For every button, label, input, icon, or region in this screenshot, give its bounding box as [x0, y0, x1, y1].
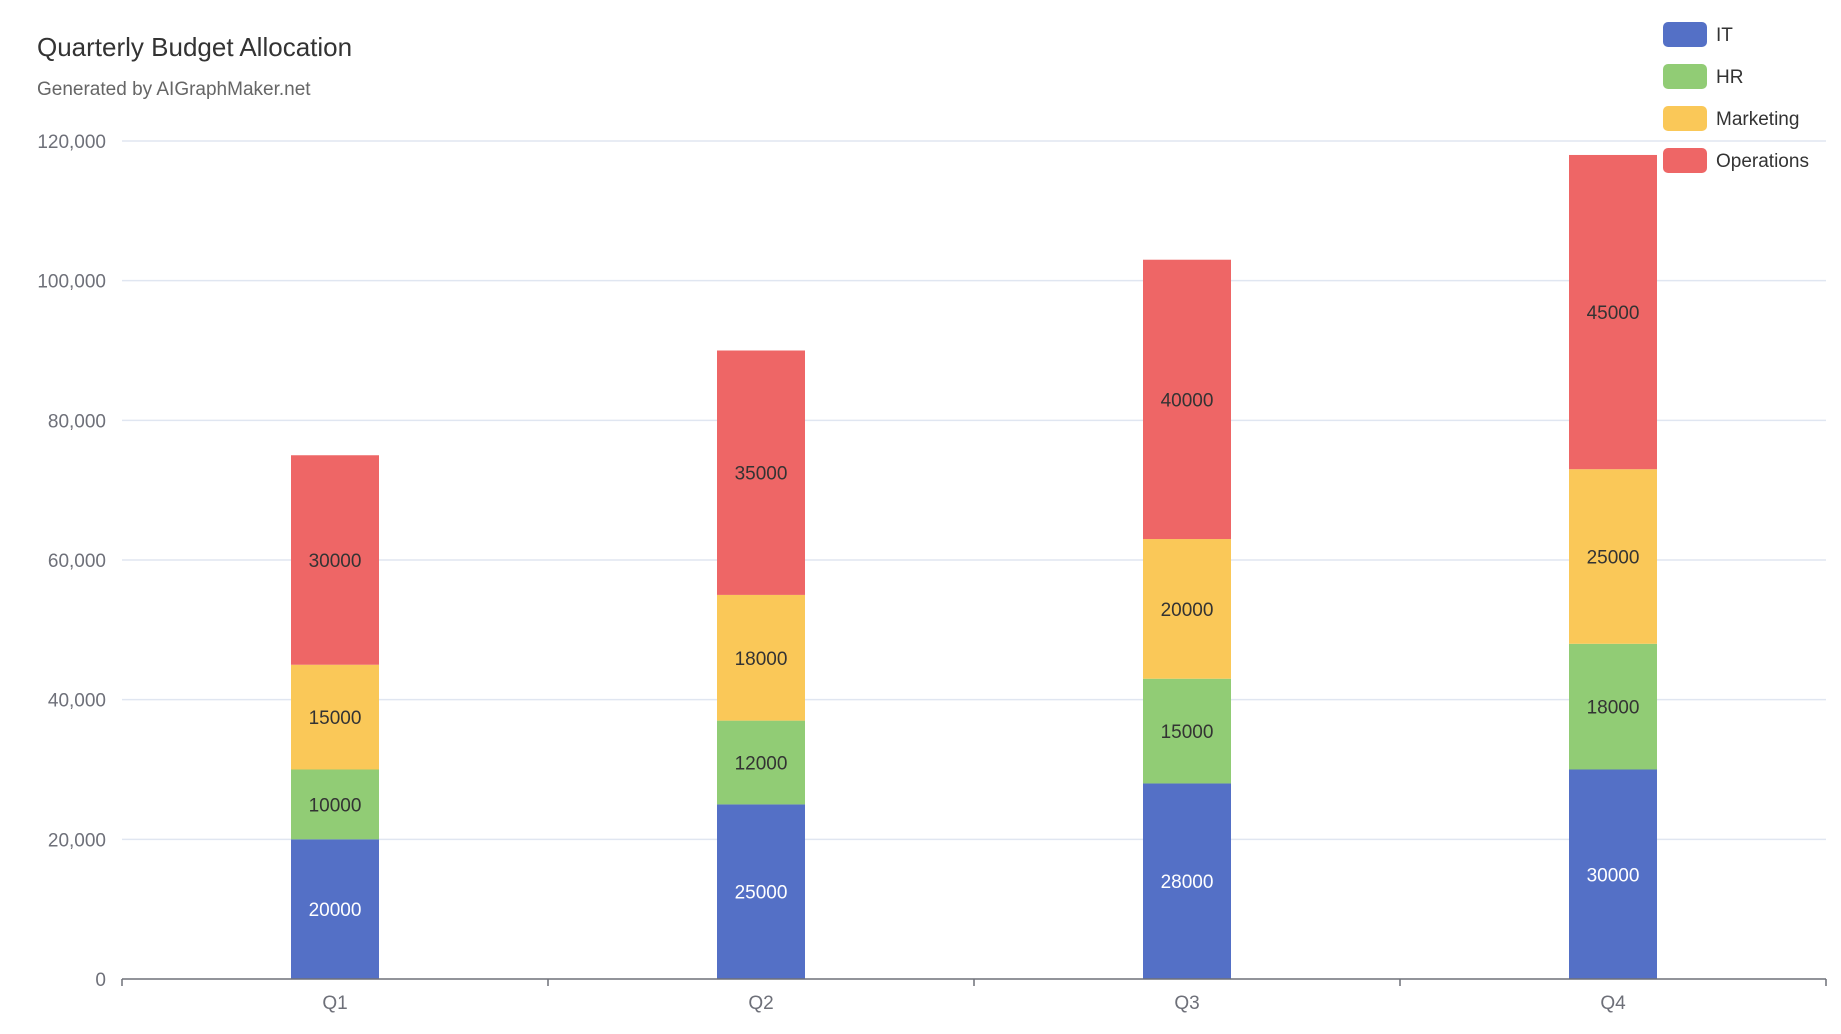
legend-item-operations[interactable]: Operations [1663, 148, 1809, 173]
legend-swatch [1663, 22, 1707, 47]
bar-segment-marketing-q1[interactable] [291, 664, 379, 770]
bar-segment-operations-q4[interactable] [1569, 154, 1657, 470]
legend-item-hr[interactable]: HR [1663, 64, 1743, 89]
bar-segment-marketing-q4[interactable] [1569, 469, 1657, 644]
data-label-hr-q3: 15000 [1161, 722, 1214, 743]
data-label-operations-q1: 30000 [309, 551, 362, 572]
bar-segment-hr-q3[interactable] [1143, 678, 1231, 784]
legend-label: Marketing [1716, 109, 1799, 130]
x-tick-label: Q2 [748, 993, 773, 1014]
bar-segment-hr-q2[interactable] [717, 720, 805, 805]
data-label-it-q4: 30000 [1587, 865, 1640, 886]
chart-subtitle: Generated by AIGraphMaker.net [37, 79, 311, 100]
grid-lines [122, 140, 1826, 841]
legend-swatch [1663, 148, 1707, 173]
data-label-it-q3: 28000 [1161, 872, 1214, 893]
data-label-marketing-q2: 18000 [735, 649, 788, 670]
bar-segment-it-q3[interactable] [1143, 783, 1231, 979]
bar-segment-marketing-q3[interactable] [1143, 539, 1231, 679]
bar-segment-hr-q4[interactable] [1569, 643, 1657, 770]
legend-label: IT [1716, 25, 1733, 46]
y-tick-label: 60,000 [48, 551, 106, 572]
data-label-operations-q3: 40000 [1161, 390, 1214, 411]
legend-swatch [1663, 64, 1707, 89]
bar-segment-hr-q1[interactable] [291, 769, 379, 840]
bar-segment-it-q2[interactable] [717, 804, 805, 979]
x-axis: Q1 Q2 Q3 Q4 [121, 978, 1827, 1014]
bar-segment-operations-q3[interactable] [1143, 259, 1231, 540]
data-label-hr-q2: 12000 [735, 754, 788, 775]
y-tick-label: 100,000 [37, 272, 106, 293]
y-tick-label: 0 [95, 970, 106, 991]
data-label-operations-q4: 45000 [1587, 303, 1640, 324]
data-label-hr-q4: 18000 [1587, 698, 1640, 719]
bars [291, 154, 1657, 980]
data-label-marketing-q3: 20000 [1161, 600, 1214, 621]
y-axis: 0 20,000 40,000 60,000 80,000 100,000 120,000 [37, 132, 106, 991]
legend-label: Operations [1716, 151, 1809, 172]
data-label-marketing-q4: 25000 [1587, 548, 1640, 569]
x-tick-label: Q3 [1174, 993, 1199, 1014]
chart-title: Quarterly Budget Allocation [37, 32, 352, 62]
data-label-it-q1: 20000 [309, 900, 362, 921]
bar-segment-operations-q2[interactable] [717, 350, 805, 595]
legend-item-marketing[interactable]: Marketing [1663, 106, 1799, 131]
y-tick-label: 120,000 [37, 132, 106, 153]
y-tick-label: 80,000 [48, 411, 106, 432]
x-tick-label: Q1 [322, 993, 347, 1014]
bar-segment-operations-q1[interactable] [291, 455, 379, 665]
legend[interactable]: IT HR Marketing Operations [1663, 22, 1809, 173]
data-label-it-q2: 25000 [735, 883, 788, 904]
bar-segment-it-q4[interactable] [1569, 769, 1657, 980]
bar-segment-it-q1[interactable] [291, 839, 379, 979]
legend-swatch [1663, 106, 1707, 131]
data-label-hr-q1: 10000 [309, 795, 362, 816]
x-tick-label: Q4 [1600, 993, 1626, 1014]
legend-item-it[interactable]: IT [1663, 22, 1733, 47]
data-label-marketing-q1: 15000 [309, 708, 362, 729]
data-labels: 20000 10000 15000 30000 25000 12000 18000 35000… [309, 303, 1640, 921]
legend-label: HR [1716, 67, 1743, 88]
y-tick-label: 40,000 [48, 691, 106, 712]
data-label-operations-q2: 35000 [735, 464, 788, 485]
y-tick-label: 20,000 [48, 830, 106, 851]
bar-segment-marketing-q2[interactable] [717, 594, 805, 721]
